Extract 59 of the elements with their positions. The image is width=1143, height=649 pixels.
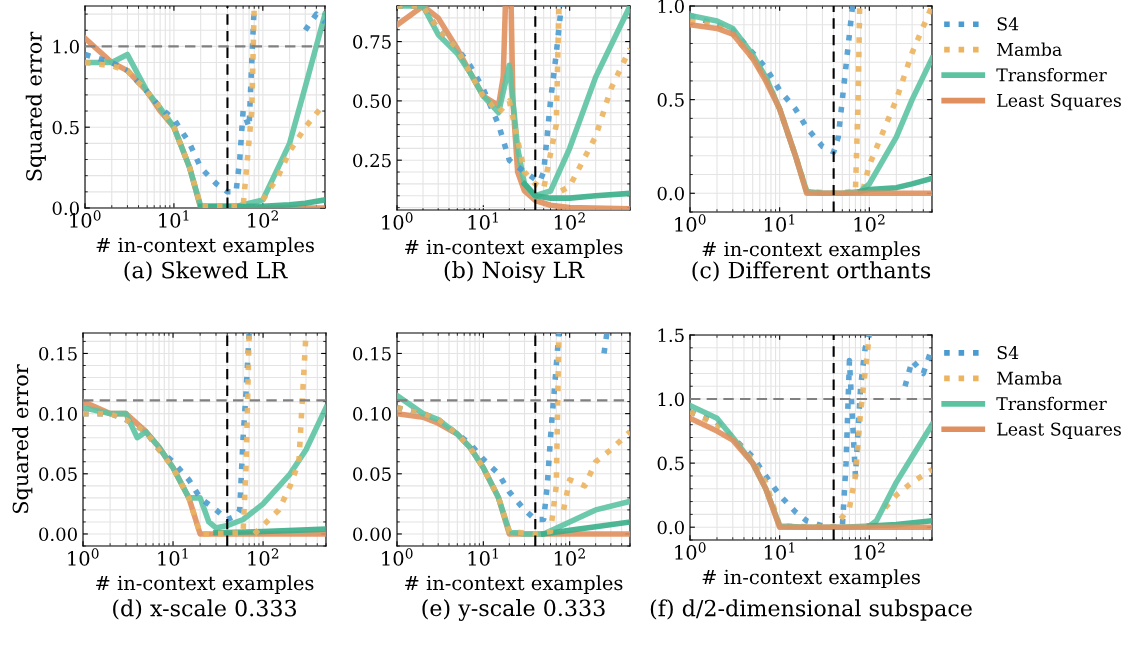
- y-tick-label: 0.75: [353, 35, 391, 49]
- x-tick-label: 10$^{2}$: [854, 214, 885, 232]
- y-tick-label: 0.5: [657, 456, 684, 471]
- x-axis-title: # in-context examples: [96, 575, 314, 595]
- legend-label: S4: [997, 17, 1019, 31]
- y-tick-label: 0.15: [39, 346, 77, 361]
- y-tick-label: 0.10: [39, 407, 77, 421]
- text: (b) Noisy LR: [444, 261, 585, 283]
- x-tick-label: 10$^{1}$: [764, 542, 795, 560]
- legend-label: Transformer: [996, 396, 1107, 411]
- x-tick-label: 10$^{1}$: [764, 214, 795, 232]
- y-tick-label: 1.5: [658, 328, 684, 343]
- legend-label: Least Squares: [997, 422, 1121, 440]
- y-tick-label: 1.0: [658, 0, 684, 14]
- x-axis-title: # in-context examples: [702, 241, 920, 261]
- x-axis-title: # in-context examples: [96, 237, 314, 257]
- x-tick-label: 10$^{1}$: [468, 548, 498, 566]
- x-tick-label: 10$^{0}$: [382, 548, 413, 566]
- legend-label: Least Squares: [997, 93, 1121, 111]
- text: (f) d/2-dimensional subspace: [650, 599, 972, 621]
- y-tick-label: 0.05: [353, 467, 391, 481]
- legend-label: Transformer: [996, 68, 1107, 82]
- x-tick-label: 10$^{2}$: [854, 542, 885, 560]
- y-tick-label: 0.0: [657, 520, 684, 535]
- x-tick-label: 10$^{0}$: [382, 212, 413, 230]
- y-tick-label: 0.15: [353, 346, 391, 361]
- x-tick-label: 10$^{1}$: [468, 212, 498, 230]
- y-tick-label: 0.00: [39, 527, 77, 542]
- x-axis-title: # in-context examples: [405, 239, 623, 259]
- y-tick-label: 0.10: [353, 407, 391, 421]
- y-tick-label: 0.25: [353, 153, 391, 168]
- y-tick-label: 0.50: [353, 94, 391, 108]
- x-axis-title: # in-context examples: [405, 575, 623, 595]
- y-tick-label: 0.0: [657, 186, 684, 201]
- y-tick-label: 0.5: [52, 120, 79, 135]
- text: (c) Different orthants: [692, 261, 931, 282]
- text: (e) y-scale 0.333: [422, 599, 605, 621]
- x-tick-label: 10$^{1}$: [159, 210, 189, 228]
- y-tick-label: 1.0: [658, 392, 684, 407]
- x-axis-title: # in-context examples: [702, 569, 920, 589]
- x-tick-label: 10$^{2}$: [554, 548, 585, 566]
- legend-label: S4: [997, 346, 1019, 360]
- x-tick-label: 10$^{2}$: [248, 548, 279, 566]
- y-tick-label: 0.05: [39, 467, 77, 481]
- text: (d) x-scale 0.333: [113, 599, 297, 620]
- y-axis-title: Squared error: [12, 364, 33, 513]
- legend-label: Mamba: [997, 42, 1062, 56]
- text: (a) Skewed LR: [124, 261, 288, 282]
- x-tick-label: 10$^{0}$: [675, 542, 706, 560]
- legend-label: Mamba: [997, 371, 1062, 385]
- y-axis-title: Squared error: [25, 31, 46, 181]
- x-tick-label: 10$^{0}$: [675, 214, 706, 232]
- x-tick-label: 10$^{1}$: [158, 548, 188, 566]
- y-tick-label: 0.00: [353, 527, 391, 542]
- y-tick-label: 1.0: [53, 39, 79, 54]
- x-tick-label: 10$^{2}$: [248, 210, 278, 228]
- x-tick-label: 10$^{0}$: [68, 548, 99, 566]
- x-tick-label: 10$^{2}$: [554, 212, 585, 230]
- y-tick-label: 0.5: [657, 93, 684, 107]
